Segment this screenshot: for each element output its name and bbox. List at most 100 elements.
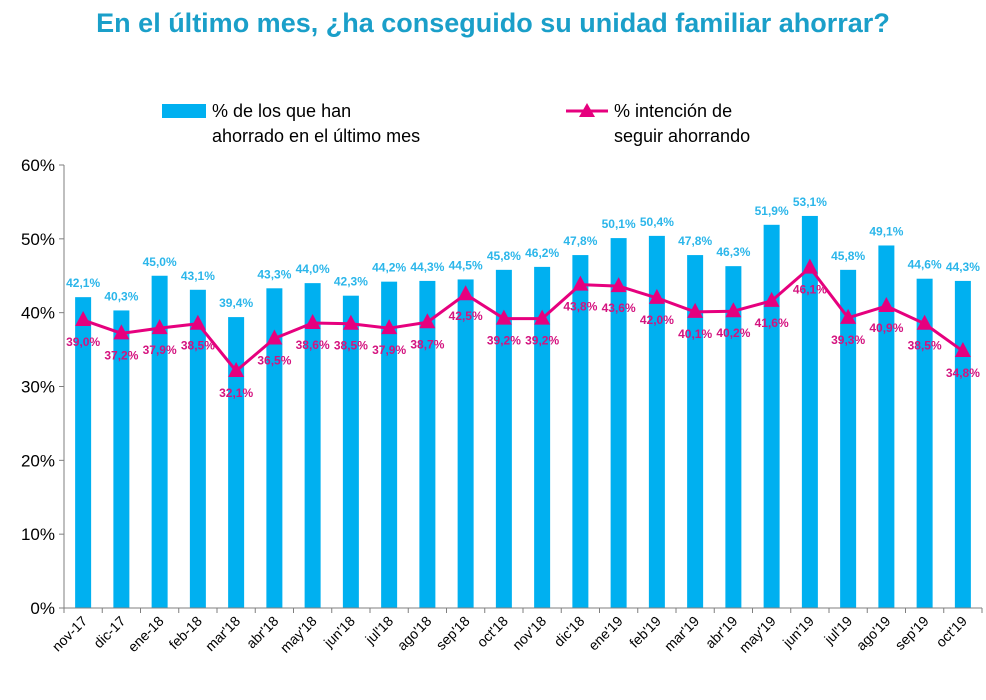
bar-data-label: 44,3% bbox=[410, 260, 444, 274]
line-data-labels: 39,0% 37,2% 37,9% 38,5% 32,1% 36,5% 38,6% 38,5%… bbox=[66, 283, 980, 400]
bar bbox=[419, 280, 436, 608]
bar bbox=[610, 238, 627, 608]
bar bbox=[304, 283, 321, 608]
line-path bbox=[82, 266, 964, 373]
legend-label-line-line2: seguir ahorrando bbox=[614, 126, 750, 146]
line-data-label: 41,6% bbox=[755, 316, 789, 330]
legend-label-bars-line2: ahorrado en el último mes bbox=[212, 126, 420, 146]
line-point bbox=[572, 275, 589, 291]
line-point bbox=[457, 285, 474, 301]
bar-data-label: 53,1% bbox=[793, 195, 827, 209]
x-tick-label: mar'18 bbox=[202, 613, 243, 654]
bar bbox=[381, 281, 398, 608]
line-point bbox=[151, 319, 168, 335]
x-tick-label: sep'18 bbox=[433, 613, 473, 653]
x-tick-label: jul'19 bbox=[820, 613, 855, 648]
bar bbox=[878, 245, 895, 608]
line-point bbox=[534, 309, 551, 325]
x-tick-label: feb-18 bbox=[166, 613, 206, 653]
bar-data-labels: 42,1% 40,3% 45,0% 43,1% 39,4% 43,3% 44,0% 42,3%… bbox=[66, 195, 980, 310]
line-point bbox=[495, 309, 512, 325]
bar bbox=[75, 297, 92, 608]
y-tick-label: 20% bbox=[21, 451, 55, 470]
bar bbox=[457, 279, 474, 608]
line-data-label: 42,5% bbox=[449, 309, 483, 323]
bar bbox=[916, 278, 933, 608]
x-tick-label: nov-17 bbox=[49, 613, 91, 655]
y-tick-label: 40% bbox=[21, 304, 55, 323]
x-tick-label: sep'19 bbox=[892, 613, 932, 653]
bar-data-label: 46,2% bbox=[525, 246, 559, 260]
line-data-label: 32,1% bbox=[219, 386, 253, 400]
x-tick-label: dic-17 bbox=[90, 613, 128, 651]
line-data-label: 42,0% bbox=[640, 313, 674, 327]
x-tick-label: abr'19 bbox=[702, 613, 741, 652]
bar-data-label: 42,1% bbox=[66, 276, 100, 290]
bar-data-label: 44,3% bbox=[946, 260, 980, 274]
y-tick-label: 30% bbox=[21, 378, 55, 397]
x-tick-label: mar'19 bbox=[661, 613, 702, 654]
x-tick-label: may'19 bbox=[736, 613, 779, 656]
line-data-label: 34,8% bbox=[946, 366, 980, 380]
x-tick-label: oct'18 bbox=[474, 613, 512, 651]
line-data-label: 37,2% bbox=[104, 348, 138, 362]
line-data-label: 38,5% bbox=[181, 339, 215, 353]
line-data-label: 38,5% bbox=[334, 339, 368, 353]
line-data-label: 38,6% bbox=[296, 338, 330, 352]
x-tick-label: jun'18 bbox=[320, 613, 358, 651]
bar bbox=[840, 269, 857, 608]
line-data-label: 38,5% bbox=[908, 339, 942, 353]
line-point bbox=[266, 329, 283, 345]
line-point bbox=[725, 302, 742, 318]
x-tick-label: nov'18 bbox=[509, 613, 549, 653]
line-point bbox=[648, 288, 665, 304]
bar bbox=[342, 295, 359, 608]
line-point bbox=[763, 291, 780, 307]
bar-data-label: 44,2% bbox=[372, 261, 406, 275]
line-point bbox=[916, 314, 933, 330]
line-point bbox=[419, 313, 436, 329]
line-point bbox=[228, 361, 245, 377]
bar bbox=[954, 280, 971, 608]
bar bbox=[801, 215, 818, 608]
bar bbox=[151, 275, 168, 608]
line-point bbox=[840, 308, 857, 324]
bar bbox=[534, 266, 551, 608]
bar-data-label: 44,5% bbox=[449, 258, 483, 272]
y-tick-label: 60% bbox=[21, 156, 55, 175]
line-point bbox=[113, 324, 130, 340]
y-axis: 0% 10% 20% 30% 40% 50% 60% bbox=[21, 156, 65, 618]
bar-data-label: 49,1% bbox=[869, 224, 903, 238]
line-data-label: 39,2% bbox=[525, 334, 559, 348]
x-tick-label: ago'19 bbox=[853, 613, 894, 654]
legend-label-bars-line1: % de los que han bbox=[212, 101, 351, 121]
line-data-label: 39,2% bbox=[487, 334, 521, 348]
line-data-label: 37,9% bbox=[372, 343, 406, 357]
x-tick-label: ene'19 bbox=[585, 613, 626, 654]
legend-swatch-bars bbox=[162, 104, 206, 118]
x-tick-label: feb'19 bbox=[626, 613, 664, 651]
bar bbox=[228, 317, 245, 608]
bar-data-label: 44,6% bbox=[908, 258, 942, 272]
bar-data-label: 39,4% bbox=[219, 296, 253, 310]
bar-series bbox=[75, 215, 971, 608]
line-data-label: 43,6% bbox=[602, 301, 636, 315]
line-data-label: 40,2% bbox=[716, 326, 750, 340]
x-tick-label: jul'18 bbox=[361, 613, 396, 648]
bar-data-label: 50,4% bbox=[640, 215, 674, 229]
line-point bbox=[801, 258, 818, 274]
line-point bbox=[954, 342, 971, 358]
bar bbox=[763, 224, 780, 608]
y-tick-label: 10% bbox=[21, 525, 55, 544]
legend-label-line-line1: % intención de bbox=[614, 101, 732, 121]
line-data-label: 46,1% bbox=[793, 283, 827, 297]
line-data-label: 39,3% bbox=[831, 333, 865, 347]
line-point bbox=[342, 314, 359, 330]
line-point bbox=[189, 314, 206, 330]
x-tick-label: dic'18 bbox=[551, 613, 588, 650]
bar-data-label: 44,0% bbox=[296, 262, 330, 276]
bar-data-label: 50,1% bbox=[602, 217, 636, 231]
x-tick-label: oct'19 bbox=[933, 613, 971, 651]
bar bbox=[572, 255, 589, 608]
